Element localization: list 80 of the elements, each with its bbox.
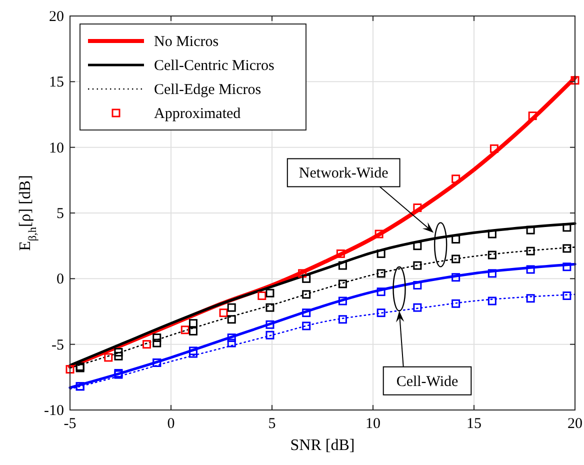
y-tick-label: 5 [56,206,64,222]
point [188,326,198,336]
point [227,338,236,348]
point [338,280,347,288]
point [526,294,535,303]
y-tick-label: 0 [56,272,64,288]
annotation: Network-Wide [298,166,389,182]
y-tick-label: 20 [49,9,64,25]
point [302,290,311,299]
point [66,365,74,374]
point [298,269,307,278]
point [266,303,274,312]
point [188,346,198,356]
point [452,174,460,184]
point [376,308,386,318]
annotation: Cell-Wide [396,374,459,390]
point [338,261,347,270]
point [374,230,384,238]
point [488,230,496,238]
point [452,273,460,282]
x-tick-label: 15 [466,416,482,432]
legend-label: Cell-Centric Micros [154,58,275,74]
point [266,320,274,329]
point [562,291,572,300]
point [302,308,311,318]
point [526,265,535,274]
point [413,261,422,270]
point [180,326,190,334]
point [227,334,236,342]
point [219,308,228,318]
x-tick-label: 20 [568,416,582,432]
point [376,288,386,296]
point [152,338,162,348]
point [413,203,422,212]
point [488,296,496,306]
point [376,269,386,278]
y-tick-label: 15 [49,74,64,91]
point [570,76,580,85]
point [562,262,572,272]
point [104,353,113,362]
point [526,246,535,256]
point [258,291,266,300]
point [526,226,535,234]
point [227,303,236,312]
point [413,280,422,290]
point [376,249,386,258]
y-tick-label: -5 [52,337,64,354]
point [336,249,345,258]
point [452,254,460,264]
point [266,288,274,298]
legend-label: Cell-Edge Micros [154,82,262,98]
x-tick-label: 0 [167,416,175,432]
point [413,242,422,250]
point [142,340,152,349]
point [302,274,311,283]
point [114,348,123,356]
x-axis-title: SNR [dB] [290,437,355,454]
point [302,322,311,330]
point [562,244,572,253]
x-tick-label: 10 [366,416,380,432]
point [338,315,347,324]
point [562,223,572,232]
point [452,299,460,308]
point [338,296,347,306]
x-tick-label: 5 [268,416,276,432]
point [114,352,123,360]
point [490,144,498,153]
point [528,112,537,120]
y-tick-label: 10 [49,140,64,156]
point [152,334,162,342]
point [413,303,422,312]
point [488,250,496,260]
point [452,235,460,244]
point [488,269,496,278]
point [227,315,236,324]
legend-label: No Micros [154,34,219,50]
legend-label: Approximated [154,106,242,122]
point [266,330,274,340]
point [188,319,198,328]
y-tick-label: -10 [44,403,64,419]
